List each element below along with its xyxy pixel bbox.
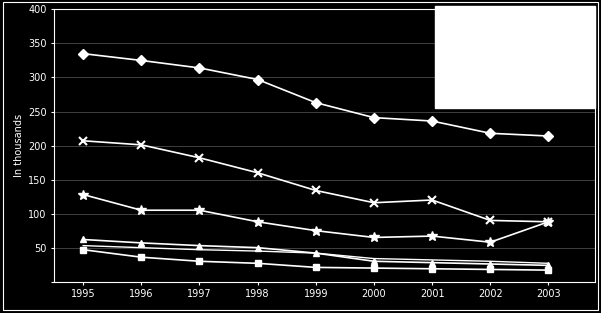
Series2: [138, 143, 145, 147]
Series5: [254, 261, 261, 265]
Series4: [196, 244, 203, 248]
Series3: [254, 220, 261, 224]
Series4: [254, 246, 261, 249]
Line: Series6: Series6: [83, 246, 549, 263]
Series5: [79, 248, 87, 252]
Series1: [429, 119, 436, 123]
Line: Series5: Series5: [81, 247, 551, 273]
Series1: [370, 116, 377, 120]
Series3: [138, 208, 145, 212]
Series5: [138, 255, 145, 259]
Series1: [487, 131, 494, 135]
Series4: [79, 238, 87, 241]
Line: Series2: Series2: [79, 136, 553, 226]
Series6: [487, 259, 494, 263]
Line: Series1: Series1: [80, 50, 552, 140]
Series1: [79, 52, 87, 55]
Series4: [370, 259, 377, 263]
Series5: [196, 259, 203, 263]
Series2: [312, 189, 319, 192]
Series5: [429, 267, 436, 271]
Series2: [545, 220, 552, 224]
Series4: [138, 241, 145, 245]
Series2: [370, 201, 377, 205]
Series2: [196, 156, 203, 160]
Series2: [79, 139, 87, 143]
Series5: [370, 266, 377, 270]
Series6: [370, 257, 377, 260]
Series2: [254, 171, 261, 175]
Series2: [487, 218, 494, 222]
Series3: [79, 193, 87, 197]
Series4: [487, 262, 494, 266]
Bar: [435, 6, 595, 108]
Series4: [429, 261, 436, 264]
Series3: [312, 229, 319, 233]
Series3: [545, 220, 552, 224]
Y-axis label: In thousands: In thousands: [14, 114, 23, 177]
Series1: [254, 78, 261, 81]
Series6: [429, 258, 436, 262]
Series6: [254, 249, 261, 253]
Series4: [545, 264, 552, 267]
Series4: [312, 251, 319, 255]
Series3: [370, 236, 377, 239]
Line: Series3: Series3: [78, 190, 554, 247]
Series3: [487, 240, 494, 244]
Series3: [196, 208, 203, 212]
Series6: [138, 246, 145, 249]
Series1: [545, 134, 552, 138]
Series6: [312, 251, 319, 255]
Series6: [196, 248, 203, 252]
Series2: [429, 198, 436, 202]
Series5: [312, 265, 319, 269]
Series5: [545, 268, 552, 272]
Series1: [138, 59, 145, 62]
Line: Series4: Series4: [80, 236, 552, 269]
Series5: [487, 268, 494, 271]
Series1: [312, 101, 319, 105]
Series6: [79, 244, 87, 248]
Series1: [196, 66, 203, 70]
Series6: [545, 261, 552, 265]
Series3: [429, 234, 436, 238]
